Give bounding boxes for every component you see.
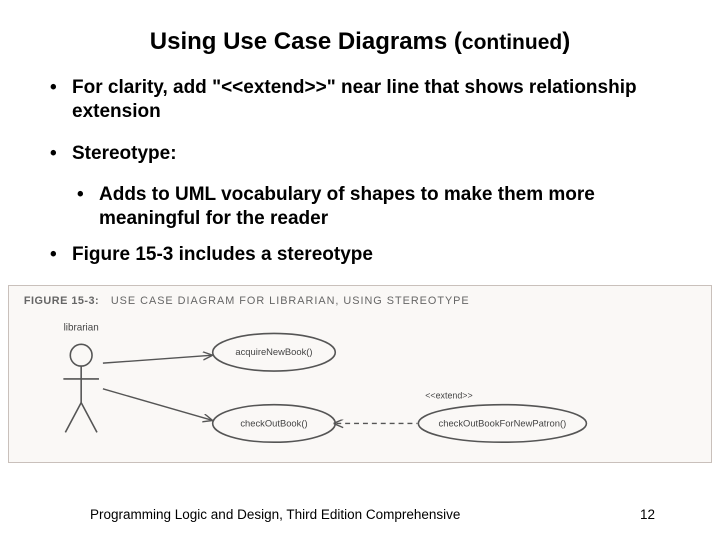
page-number: 12	[640, 507, 655, 522]
svg-text:checkOutBook(): checkOutBook()	[240, 417, 307, 428]
svg-text:acquireNewBook(): acquireNewBook()	[235, 346, 312, 357]
bullet-stereotype: Stereotype:	[50, 142, 685, 166]
svg-text:checkOutBookForNewPatron(): checkOutBookForNewPatron()	[439, 417, 567, 428]
svg-text:<<extend>>: <<extend>>	[425, 390, 472, 400]
svg-text:FIGURE 15-3:: FIGURE 15-3:	[24, 294, 99, 306]
bullet-extend: For clarity, add "<<extend>>" near line …	[50, 76, 685, 124]
sub-bullet-uml: Adds to UML vocabulary of shapes to make…	[77, 183, 685, 231]
bullet-list-2: Adds to UML vocabulary of shapes to make…	[35, 183, 685, 231]
bullet-figure-ref: Figure 15-3 includes a stereotype	[50, 243, 685, 267]
title-continued: continued	[462, 31, 562, 54]
svg-text:USE CASE DIAGRAM FOR LIBRARIAN: USE CASE DIAGRAM FOR LIBRARIAN, USING ST…	[111, 294, 470, 306]
title-close: )	[562, 28, 570, 55]
slide-footer: Programming Logic and Design, Third Edit…	[0, 507, 720, 522]
footer-book-title: Programming Logic and Design, Third Edit…	[90, 507, 460, 522]
slide-title: Using Use Case Diagrams (continued)	[35, 28, 685, 56]
svg-text:librarian: librarian	[64, 322, 99, 333]
bullet-list-3: Figure 15-3 includes a stereotype	[35, 243, 685, 267]
title-main: Using Use Case Diagrams (	[150, 28, 462, 55]
use-case-diagram: FIGURE 15-3: USE CASE DIAGRAM FOR LIBRARI…	[9, 286, 711, 462]
figure-15-3: FIGURE 15-3: USE CASE DIAGRAM FOR LIBRARI…	[8, 285, 712, 463]
bullet-list-1: For clarity, add "<<extend>>" near line …	[35, 76, 685, 165]
